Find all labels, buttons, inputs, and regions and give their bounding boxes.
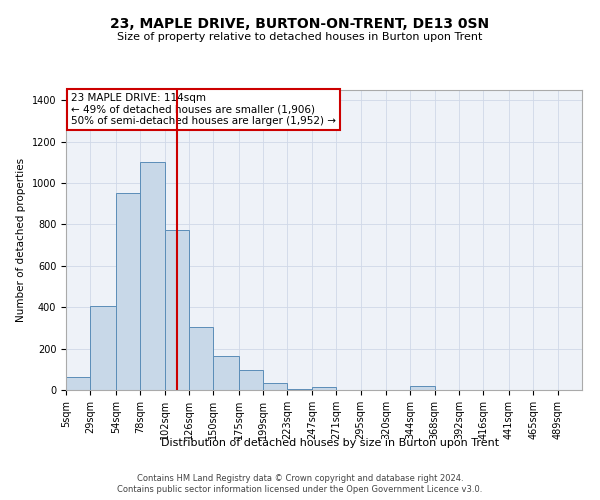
Bar — [66, 376, 91, 390]
Bar — [189, 327, 213, 390]
Bar — [213, 356, 239, 390]
Bar — [116, 194, 140, 390]
Bar — [287, 389, 312, 390]
Bar — [312, 387, 336, 390]
Bar — [239, 370, 263, 390]
Bar — [263, 383, 287, 390]
Text: Distribution of detached houses by size in Burton upon Trent: Distribution of detached houses by size … — [161, 438, 499, 448]
Bar — [164, 230, 189, 390]
Bar — [410, 386, 435, 390]
Text: Contains HM Land Registry data © Crown copyright and database right 2024.
Contai: Contains HM Land Registry data © Crown c… — [118, 474, 482, 494]
Bar — [140, 162, 164, 390]
Bar — [91, 306, 116, 390]
Text: Size of property relative to detached houses in Burton upon Trent: Size of property relative to detached ho… — [118, 32, 482, 42]
Y-axis label: Number of detached properties: Number of detached properties — [16, 158, 26, 322]
Text: 23, MAPLE DRIVE, BURTON-ON-TRENT, DE13 0SN: 23, MAPLE DRIVE, BURTON-ON-TRENT, DE13 0… — [110, 18, 490, 32]
Text: 23 MAPLE DRIVE: 114sqm
← 49% of detached houses are smaller (1,906)
50% of semi-: 23 MAPLE DRIVE: 114sqm ← 49% of detached… — [71, 93, 336, 126]
